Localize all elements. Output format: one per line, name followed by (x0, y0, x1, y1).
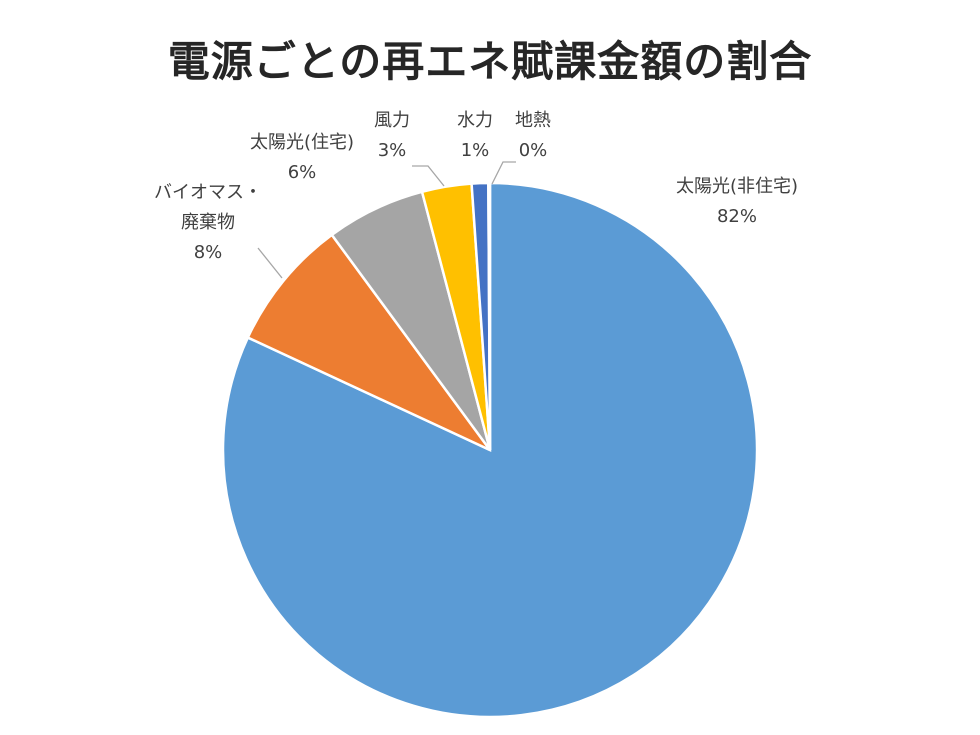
leader-line (412, 165, 445, 187)
slice-name-label: 太陽光(非住宅) (676, 176, 798, 197)
pie-slices (221, 181, 759, 719)
leader-lines (257, 161, 516, 279)
slice-name-label: 廃棄物 (181, 212, 235, 233)
leader-line (491, 161, 516, 185)
slice-value-label: 6% (288, 162, 317, 183)
slice-name-label: バイオマス・ (154, 182, 262, 203)
leader-line (257, 247, 283, 279)
slice-name-label: 風力 (374, 110, 410, 131)
slice-value-label: 8% (194, 242, 223, 263)
slice-value-label: 82% (717, 206, 757, 227)
pie-slice (487, 181, 492, 451)
slice-name-label: 水力 (457, 110, 493, 131)
slice-value-label: 0% (519, 140, 548, 161)
pie-slice (246, 233, 492, 452)
chart-title: 電源ごとの再エネ賦課金額の割合 (167, 37, 813, 86)
slice-labels: 太陽光(非住宅) 82% バイオマス・廃棄物 8% 太陽光(住宅) 6% 風力 3% 水力 1% 地… (154, 110, 798, 263)
slice-name-label: 太陽光(住宅) (250, 132, 354, 153)
slice-name-label: 地熱 (515, 110, 551, 131)
slice-value-label: 1% (461, 140, 490, 161)
slice-value-label: 3% (378, 140, 407, 161)
